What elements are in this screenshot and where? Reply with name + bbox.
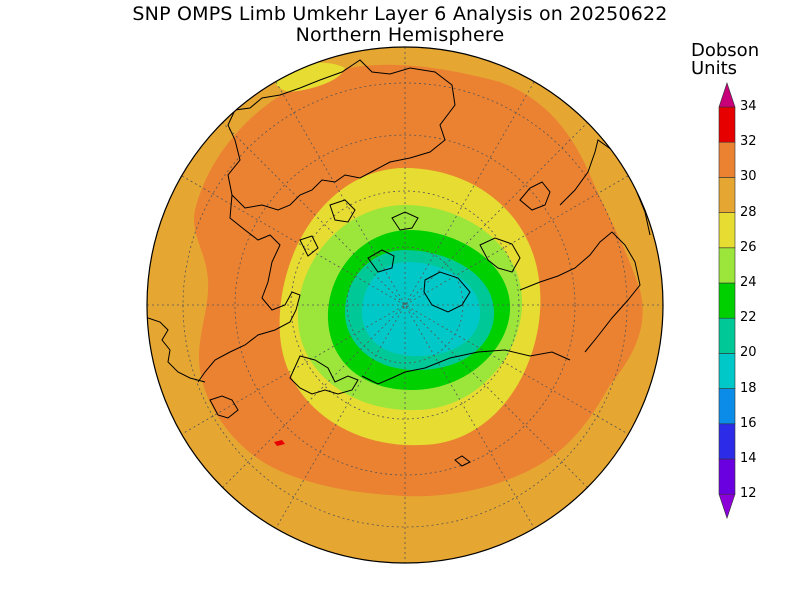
colorbar-label: 16 [740,415,757,431]
colorbar-bin [718,282,736,319]
colorbar-label: 14 [740,451,757,466]
colorbar-extension-low [718,493,736,520]
colorbar-label: 12 [740,486,757,502]
colorbar-bin [718,458,736,495]
colorbar-label: 20 [740,345,757,361]
colorbar-label: 22 [740,310,757,326]
colorbar-label: 28 [740,204,757,220]
field-32-34 [274,440,285,446]
colorbar-extension-high [718,82,736,108]
map-title: SNP OMPS Limb Umkehr Layer 6 Analysis on… [132,3,668,25]
colorbar-label: 32 [740,134,757,150]
colorbar-label: 34 [740,99,757,114]
colorbar-bin [718,177,736,213]
colorbar-bin [718,353,736,389]
colorbar-title: Dobson [691,40,760,61]
field-30-32 [194,64,643,497]
colorbar-bin [718,247,736,284]
field-18-20 [362,262,481,357]
colorbar-units: Units [691,58,738,79]
colorbar-bin [718,106,736,143]
graticule [147,47,663,563]
colorbar-bin [718,388,736,425]
colorbar-label: 26 [740,239,757,255]
colorbar-bin [718,423,736,460]
colorbar-bin [718,212,736,249]
globe-outline [146,46,664,564]
colorbar-label: 30 [740,169,757,185]
colorbar [718,82,736,520]
ozone-field [147,47,663,563]
colorbar-label: 24 [740,275,757,290]
colorbar-bin [718,141,736,178]
colorbar-bin [718,317,736,354]
colorbar-label: 18 [740,380,757,396]
map-subtitle: Northern Hemisphere [295,24,505,46]
